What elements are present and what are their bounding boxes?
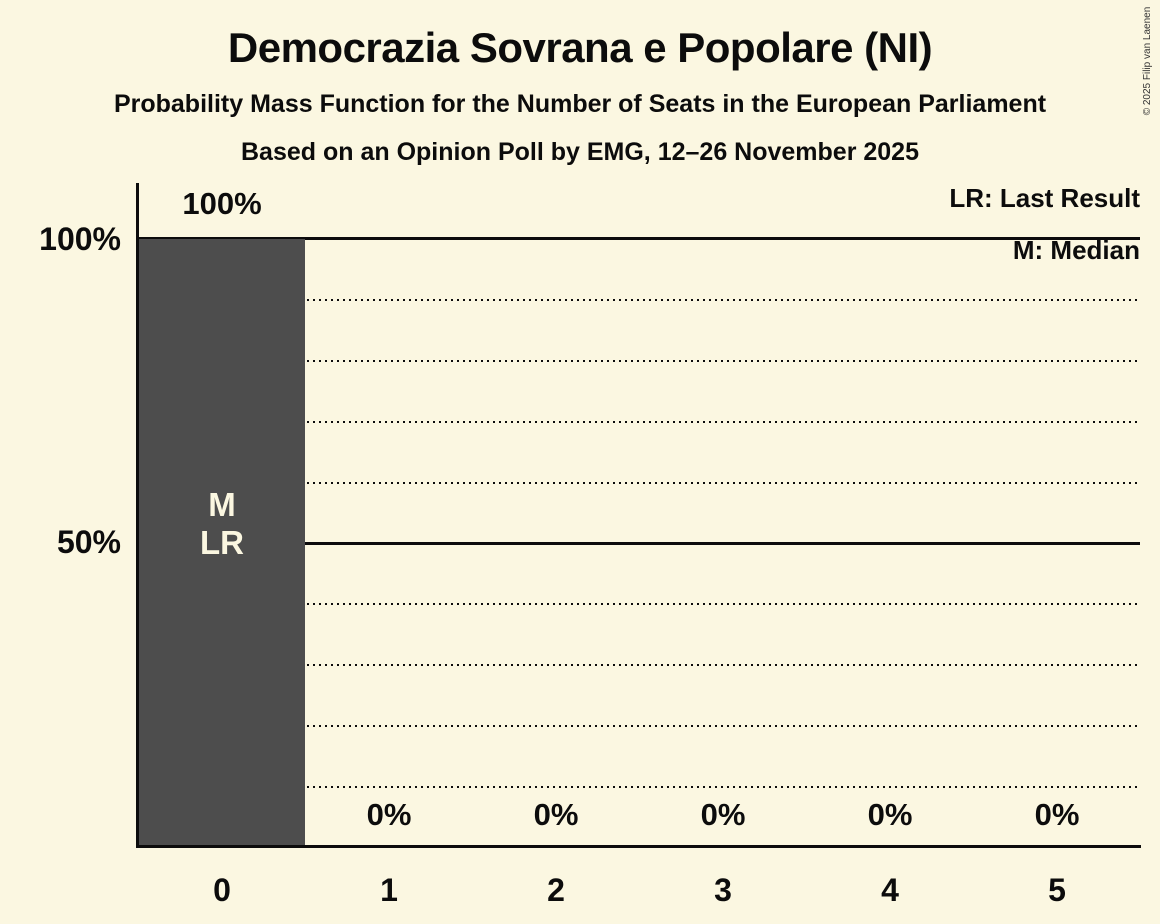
gridline-solid-50pct (139, 542, 1140, 545)
x-axis-tick-label-5: 5 (1048, 872, 1066, 908)
bar-value-label-4: 0% (867, 797, 913, 832)
gridline-dotted-20pct (139, 725, 1140, 727)
copyright-notice: © 2025 Filip van Laenen (1142, 6, 1153, 116)
chart-title: Democrazia Sovrana e Popolare (NI) (227, 24, 933, 71)
x-axis-tick-label-3: 3 (714, 872, 732, 908)
x-axis-tick-label-4: 4 (881, 872, 899, 908)
bar-marker-labels: M LR (139, 486, 305, 562)
legend-last-result: LR: Last Result (949, 183, 1140, 213)
x-axis-tick-label-0: 0 (213, 872, 231, 908)
gridline-dotted-90pct (139, 299, 1140, 301)
median-marker: M (208, 486, 236, 523)
bar-value-label-1: 0% (366, 797, 412, 832)
last-result-marker: LR (200, 524, 244, 561)
bar-value-label-5: 0% (1034, 797, 1080, 832)
bar-value-label-0: 100% (182, 186, 262, 221)
y-axis-tick-label-50: 50% (56, 524, 121, 560)
bar-value-label-3: 0% (700, 797, 746, 832)
y-axis-line (136, 183, 139, 848)
gridline-dotted-40pct (139, 603, 1140, 605)
chart-subtitle: Probability Mass Function for the Number… (113, 90, 1047, 118)
x-axis-tick-label-2: 2 (547, 872, 565, 908)
y-axis-tick-label-100: 100% (39, 221, 121, 257)
poll-source-line: Based on an Opinion Poll by EMG, 12–26 N… (241, 138, 919, 166)
bar-seats-0: M LR (139, 239, 305, 845)
gridline-dotted-70pct (139, 421, 1140, 423)
x-axis-tick-label-1: 1 (380, 872, 398, 908)
gridline-dotted-10pct (139, 786, 1140, 788)
x-axis-line (136, 845, 1141, 848)
gridline-solid-100pct (139, 237, 1140, 240)
bar-value-label-2: 0% (533, 797, 579, 832)
legend-median: M: Median (1012, 235, 1140, 265)
gridline-dotted-80pct (139, 360, 1140, 362)
gridline-dotted-30pct (139, 664, 1140, 666)
gridline-dotted-60pct (139, 482, 1140, 484)
